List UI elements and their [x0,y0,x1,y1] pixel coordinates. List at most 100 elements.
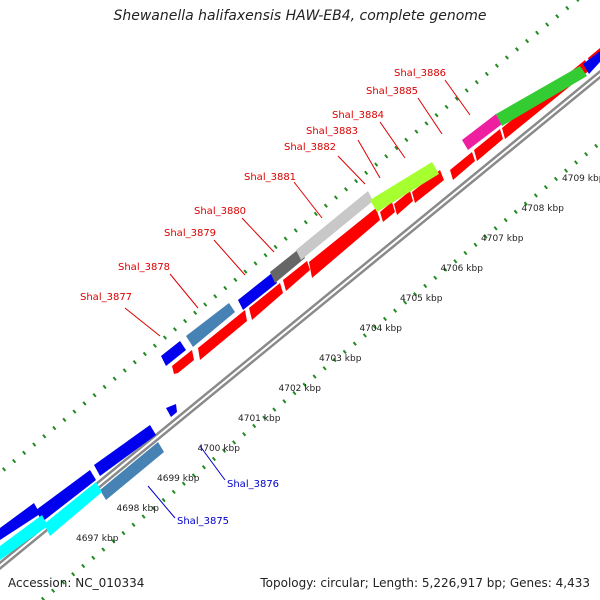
tick-mark [584,152,589,157]
tick-mark [62,417,67,423]
tick-mark [444,104,449,110]
gene-block[interactable] [496,66,587,126]
scale-label: 4705 kbp [400,294,443,304]
tick-mark [382,316,388,322]
tick-mark [262,415,267,420]
gene-label[interactable]: Shal_3885 [366,86,418,97]
scale-label: 4709 kbp [562,174,600,184]
gene-label[interactable]: Shal_3883 [306,126,358,137]
scale-label: 4704 kbp [360,324,403,334]
gene-label[interactable]: Shal_3876 [227,479,279,490]
cds-block[interactable] [249,283,283,320]
gene-block[interactable] [186,303,235,347]
tick-mark [434,112,439,118]
tick-mark [181,481,186,486]
tick-mark [543,184,548,190]
tick-mark [22,450,27,455]
tick-mark [32,442,37,447]
gene-block[interactable] [94,425,156,476]
tick-mark [372,324,377,330]
tick-mark [52,425,57,431]
tick-mark [313,211,318,217]
scale-label: 4699 kbp [157,474,200,484]
tick-mark [404,137,409,143]
gene-label[interactable]: Shal_3879 [164,228,216,239]
gene-block[interactable] [370,162,439,212]
tick-mark [122,368,127,373]
tick-mark [193,310,198,315]
scale-label: 4697 kbp [76,534,119,544]
tick-mark [131,522,136,527]
gene-label[interactable]: Shal_3878 [118,262,170,273]
tick-mark [343,187,349,192]
gene-block[interactable] [583,51,600,74]
tick-mark [494,63,499,68]
gene-label[interactable]: Shal_3881 [244,172,296,183]
tick-mark [72,409,77,414]
tick-mark [453,259,458,264]
cds-block[interactable] [198,310,247,360]
tick-mark [142,351,147,357]
cds-block[interactable] [474,129,503,161]
cds-block[interactable] [283,261,310,291]
gene-label[interactable]: Shal_3886 [394,68,446,79]
tick-mark [563,168,569,173]
gene-block[interactable] [100,442,164,500]
tick-mark [424,121,429,126]
tick-mark [1,467,7,472]
tick-mark [203,302,208,307]
cds-block[interactable] [309,208,380,278]
feature-track-outer [0,51,600,560]
tick-mark [352,341,357,346]
gene-block[interactable] [238,273,277,310]
cds-block[interactable] [166,404,177,417]
gene-block[interactable] [270,248,305,283]
gene-label[interactable]: Shal_3884 [332,110,384,121]
scale-label: 4708 kbp [522,204,565,214]
tick-mark [171,489,176,495]
gene-block[interactable] [462,114,502,150]
cds-block[interactable] [380,202,395,222]
gene-block[interactable] [44,482,102,536]
cds-block[interactable] [394,191,413,215]
tick-mark [42,434,47,439]
gene-block[interactable] [161,341,186,366]
tick-mark [523,201,528,206]
tick-mark [102,384,107,390]
gene-label[interactable]: Shal_3875 [177,516,229,527]
tick-mark [112,376,117,381]
tick-mark [364,170,369,175]
tick-mark [252,423,257,429]
cds-block[interactable] [172,350,194,374]
scale-labels: 4697 kbp 4698 kbp 4699 kbp 4700 kbp 4701 kbp… [76,174,600,544]
gene-block[interactable] [296,191,373,260]
tick-mark [474,80,479,85]
gene-block[interactable] [0,503,40,540]
tick-mark [191,473,196,478]
tick-mark [221,448,227,453]
gene-label[interactable]: Shal_3877 [80,292,132,303]
tick-mark [503,217,508,223]
label-connectors [124,79,471,519]
tick-mark [342,349,347,355]
tick-mark [151,506,156,511]
tick-mark [292,390,297,396]
cds-block[interactable] [412,170,444,203]
tick-mark [101,547,106,552]
tick-mark [443,267,448,272]
tick-mark [333,195,339,200]
scale-label: 4701 kbp [238,414,281,424]
tick-mark [92,392,97,398]
tick-mark [433,275,438,280]
genome-summary-text: Topology: circular; Length: 5,226,917 bp… [260,576,590,590]
scale-label: 4698 kbp [117,504,160,514]
tick-mark [303,220,308,225]
cds-block[interactable] [450,152,475,180]
tick-mark [576,0,580,3]
accession-text: Accession: NC_010334 [8,576,145,590]
gene-block[interactable] [36,470,96,522]
gene-label[interactable]: Shal_3880 [194,206,246,217]
gene-label[interactable]: Shal_3882 [284,142,336,153]
gene-block[interactable] [0,515,48,560]
